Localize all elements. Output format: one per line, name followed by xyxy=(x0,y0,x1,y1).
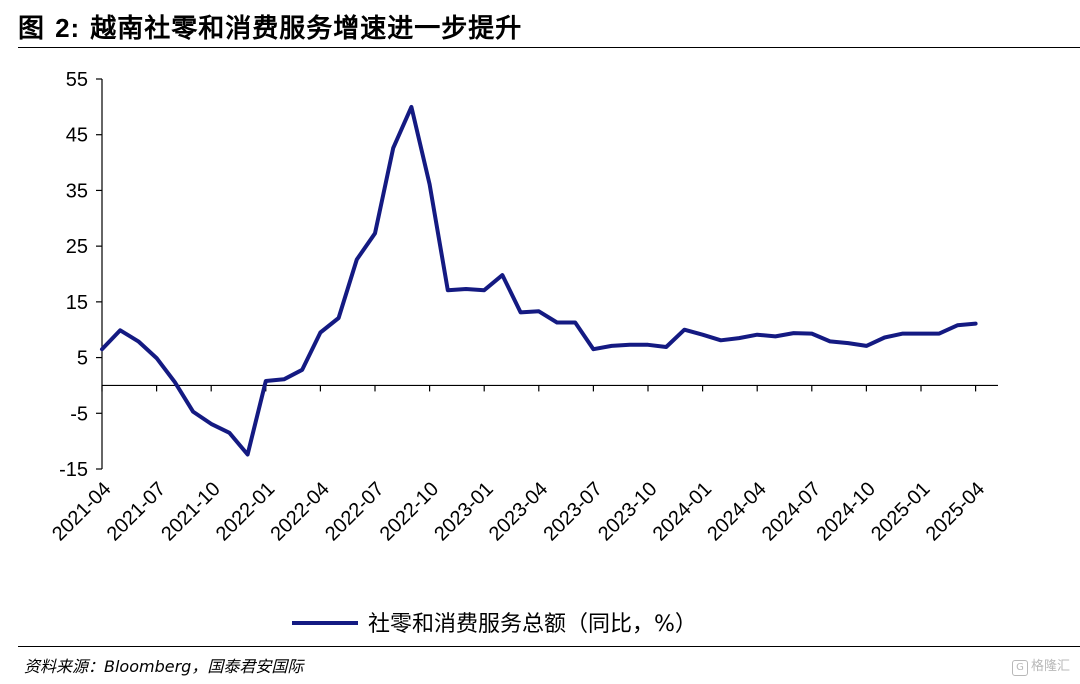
x-tick-label: 2021-07 xyxy=(103,478,170,545)
watermark-text: 格隆汇 xyxy=(1030,659,1070,674)
legend-label: 社零和消费服务总额（同比，%） xyxy=(368,612,697,637)
x-tick-label: 2021-04 xyxy=(48,478,115,545)
y-tick-label: 45 xyxy=(66,125,88,147)
x-tick-label: 2023-01 xyxy=(430,478,497,545)
x-tick-label: 2021-10 xyxy=(157,478,224,545)
y-axis: 55 45 35 25 15 5 -5 -15 xyxy=(59,69,103,481)
y-tick-label: 55 xyxy=(66,69,88,91)
series-layer xyxy=(100,104,978,457)
source-note: 资料来源：Bloomberg，国泰君安国际 xyxy=(24,657,304,676)
x-tick-label: 2024-01 xyxy=(649,478,716,545)
watermark-icon: G xyxy=(1011,660,1028,676)
x-tick-label: 2022-07 xyxy=(321,478,388,545)
x-tick-label: 2023-04 xyxy=(485,478,552,545)
y-tick-label: -15 xyxy=(59,459,88,481)
x-tick-label: 2025-01 xyxy=(867,478,934,545)
series-line xyxy=(100,104,978,457)
y-tick-label: 35 xyxy=(66,180,88,202)
x-tick-label: 2022-10 xyxy=(376,478,443,545)
bottom-divider xyxy=(18,646,1080,647)
x-tick-label: 2023-07 xyxy=(539,478,606,545)
x-tick-label: 2022-04 xyxy=(266,478,333,545)
title-prefix: 图 xyxy=(18,14,56,44)
y-tick-label: -5 xyxy=(70,403,88,425)
page-title: 图 2: 越南社零和消费服务增速进一步提升 xyxy=(18,8,522,45)
x-tick-label: 2022-01 xyxy=(212,478,279,545)
top-divider xyxy=(18,47,1080,48)
x-tick-label: 2024-07 xyxy=(758,478,825,545)
watermark: G 格隆汇 xyxy=(1011,655,1070,676)
title-text: 越南社零和消费服务增速进一步提升 xyxy=(80,14,523,44)
x-tick-label: 2025-04 xyxy=(922,478,989,545)
y-tick-label: 15 xyxy=(66,292,88,314)
y-tick-label: 25 xyxy=(66,236,88,258)
x-tick-label: 2024-04 xyxy=(703,478,770,545)
legend: 社零和消费服务总额（同比，%） xyxy=(292,612,697,637)
x-tick-label: 2024-10 xyxy=(812,478,879,545)
x-tick-label: 2023-10 xyxy=(594,478,661,545)
title-number: 2: xyxy=(55,13,81,43)
y-tick-label: 5 xyxy=(77,348,88,370)
